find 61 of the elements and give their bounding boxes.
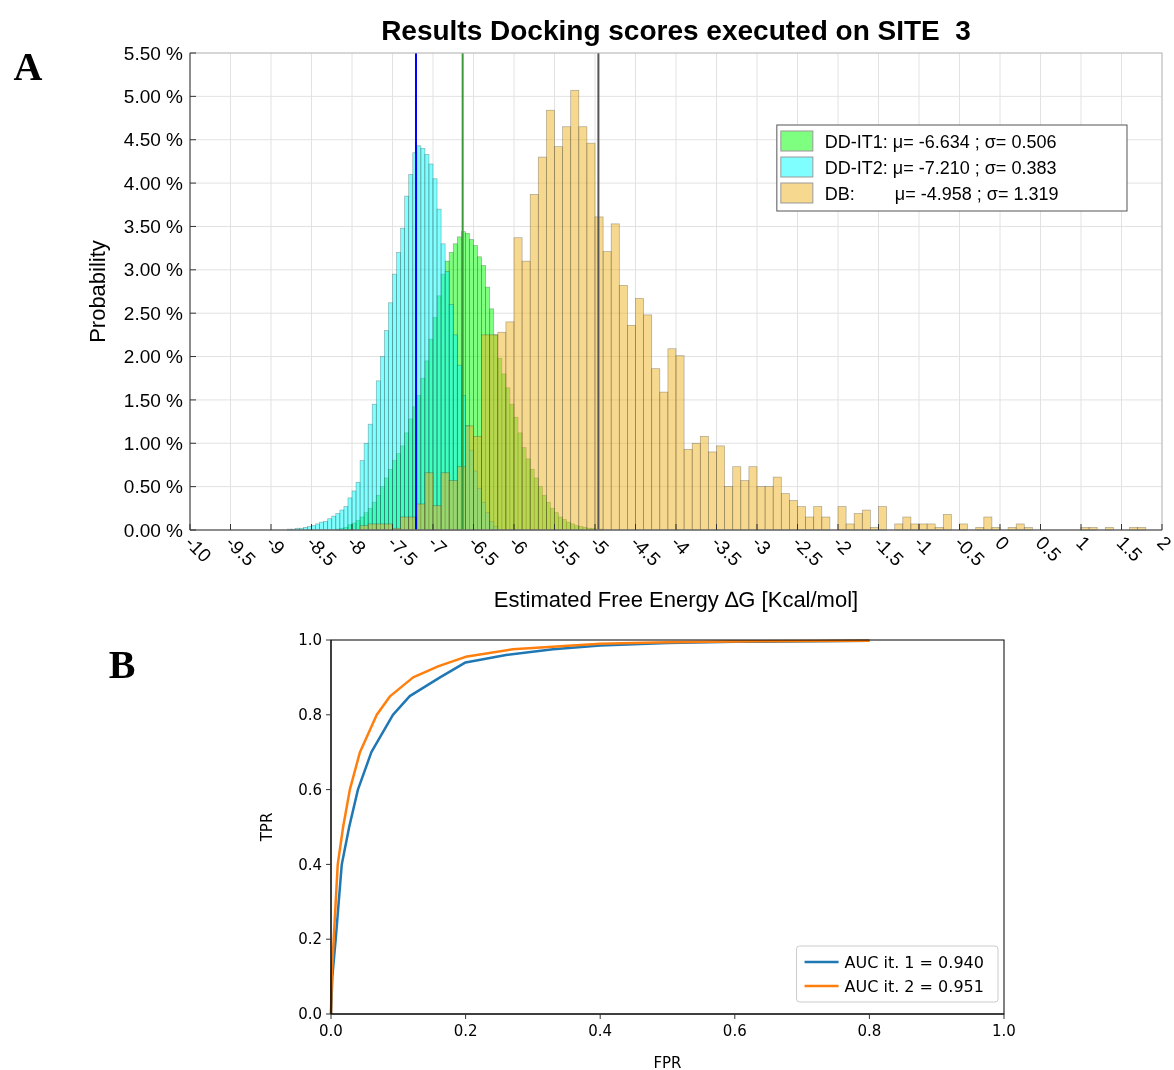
y-tick-label: 0.4 — [298, 855, 322, 874]
x-tick-label: 1.5 — [1112, 531, 1147, 566]
legend-label: AUC it. 2 = 0.951 — [844, 976, 984, 996]
x-tick-label: -7.5 — [383, 531, 422, 570]
text: B — [108, 642, 136, 687]
y-tick-label: 0.6 — [298, 780, 322, 799]
x-tick-label: 0.5 — [1031, 531, 1066, 566]
legend-label: DB: μ= -4.958 ; σ= 1.319 — [824, 184, 1059, 205]
x-axis-title: FPR — [653, 1054, 682, 1070]
x-tick-label: -6 — [505, 531, 532, 559]
y-axis-title: Probability — [85, 240, 110, 343]
y-tick-label: 0.00 % — [123, 519, 184, 541]
x-tick-label: 2 — [1153, 531, 1174, 555]
x-tick-label: 0.4 — [588, 1022, 613, 1040]
x-tick-label: -3.5 — [707, 531, 746, 570]
x-tick-label: -4 — [667, 531, 695, 560]
y-tick-label: 3.00 % — [123, 259, 184, 281]
y-tick-label: 0.2 — [298, 930, 322, 949]
x-axis-title: Estimated Free Energy ∆G [Kcal/mol] — [493, 587, 859, 612]
y-tick-label: 0.0 — [298, 1005, 322, 1024]
legend-label: DD-IT1: μ= -6.634 ; σ= 0.506 — [824, 132, 1057, 153]
x-tick-label: -5.5 — [545, 531, 584, 570]
y-tick-label: 0.50 % — [123, 476, 184, 498]
x-tick-label: -3 — [748, 531, 775, 559]
x-tick-label: 0.8 — [857, 1022, 882, 1040]
x-tick-label: -8.5 — [302, 531, 341, 570]
x-tick-label: 0.6 — [722, 1022, 747, 1040]
x-tick-label: 0.2 — [453, 1022, 478, 1040]
y-tick-label: 4.50 % — [123, 129, 184, 151]
x-tick-label: 0 — [991, 531, 1014, 555]
y-tick-label: 4.00 % — [123, 172, 184, 194]
legend-label: DD-IT2: μ= -7.210 ; σ= 0.383 — [824, 158, 1057, 179]
legend-label: AUC it. 1 = 0.940 — [844, 952, 984, 972]
y-tick-label: 1.00 % — [123, 432, 184, 454]
text: A — [13, 44, 43, 89]
x-tick-label: -6.5 — [464, 531, 503, 570]
x-tick-label: -9.5 — [221, 531, 260, 570]
y-axis-title: TPR — [258, 812, 276, 843]
x-tick-label: 1.0 — [992, 1022, 1016, 1040]
x-tick-label: -8 — [343, 531, 370, 559]
x-tick-label: -2.5 — [788, 531, 827, 570]
x-tick-label: -7 — [424, 531, 451, 559]
x-tick-label: -1.5 — [869, 531, 908, 570]
x-tick-label: -2 — [829, 531, 856, 559]
x-tick-label: -0.5 — [950, 531, 989, 570]
y-tick-label: 2.50 % — [123, 302, 184, 324]
y-tick-label: 1.0 — [298, 631, 322, 650]
chart-title: Results Docking scores executed on SITE 3 — [381, 15, 971, 46]
y-tick-label: 5.50 % — [123, 42, 184, 64]
x-tick-label: 0.0 — [319, 1022, 343, 1040]
y-tick-label: 1.50 % — [123, 389, 184, 411]
y-tick-label: 2.00 % — [123, 346, 184, 368]
x-tick-label: -1 — [910, 531, 937, 559]
y-tick-label: 3.50 % — [123, 216, 184, 238]
x-tick-label: 1 — [1072, 531, 1095, 555]
x-tick-label: -4.5 — [626, 531, 665, 570]
x-tick-label: -9 — [262, 531, 289, 559]
y-tick-label: 0.8 — [298, 706, 322, 725]
y-tick-label: 5.00 % — [123, 86, 184, 108]
x-tick-label: -5 — [586, 531, 613, 559]
x-tick-label: -10 — [181, 531, 216, 567]
